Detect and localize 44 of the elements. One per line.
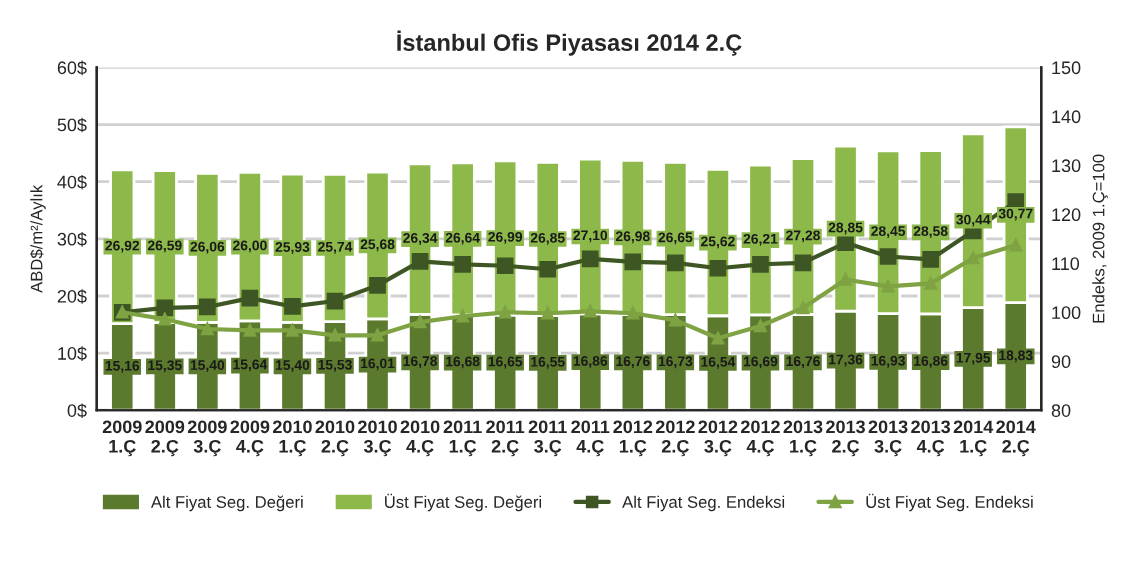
chart-title: İstanbul Ofis Piyasası 2014 2.Ç <box>397 30 742 56</box>
x-tick-label: 2011 1.Ç <box>443 420 482 457</box>
y2-tick-label: 150 <box>1052 61 1081 75</box>
x-tick-label: 2010 3.Ç <box>358 420 397 457</box>
y2-tick-label: 100 <box>1052 306 1081 320</box>
y2-axis-title: Endeks, 2009 1.Ç=100 <box>1092 154 1108 323</box>
y-axis-title: ABD$/m²/Aylık <box>29 184 46 293</box>
y2-tick-label: 130 <box>1052 159 1081 173</box>
x-tick-label: 2010 2.Ç <box>315 420 355 457</box>
x-tick-label: 2012 3.Ç <box>698 420 738 457</box>
y2-tick-label: 80 <box>1051 404 1071 417</box>
legend-label: Alt Fiyat Seg. Değeri <box>150 495 303 512</box>
x-tick-label: 2013 4.Ç <box>911 420 951 457</box>
x-tick-label: 2012 2.Ç <box>655 420 695 457</box>
x-tick-label: 2013 2.Ç <box>826 420 865 457</box>
x-tick-label: 2009 3.Ç <box>187 420 227 457</box>
x-tick-label: 2012 4.Ç <box>741 420 780 457</box>
x-tick-label: 2013 1.Ç <box>783 420 823 457</box>
x-tick-label: 2011 3.Ç <box>528 420 567 457</box>
y2-tick-label: 140 <box>1052 110 1081 124</box>
y-tick-label: 40$ <box>57 174 87 190</box>
x-tick-label: 2012 1.Ç <box>613 420 653 457</box>
y2-tick-label: 90 <box>1051 355 1071 369</box>
y-tick-label: 0$ <box>67 403 87 419</box>
x-tick-label: 2011 2.Ç <box>486 420 525 457</box>
x-tick-label: 2009 2.Ç <box>145 420 185 457</box>
x-tick-label: 2010 4.Ç <box>400 420 440 457</box>
legend-label: Üst Fiyat Seg. Endeksi <box>866 493 1033 512</box>
x-tick-label: 2013 3.Ç <box>868 420 908 457</box>
y-tick-label: 30$ <box>57 232 87 247</box>
y-tick-label: 10$ <box>58 346 87 361</box>
legend-label: Üst Fiyat Seg. Değeri <box>385 493 542 512</box>
x-tick-label: 2011 4.Ç <box>571 420 610 457</box>
y-tick-label: 60$ <box>57 60 87 76</box>
y-tick-label: 20$ <box>57 289 87 304</box>
y2-tick-label: 120 <box>1052 208 1081 222</box>
y-tick-label: 50$ <box>57 117 87 133</box>
x-tick-label: 2009 1.Ç <box>102 420 142 457</box>
x-tick-label: 2014 2.Ç <box>996 420 1036 457</box>
y2-tick-label: 110 <box>1052 257 1080 271</box>
legend-label: Alt Fiyat Seg. Endeksi <box>622 495 785 512</box>
x-tick-label: 2014 1.Ç <box>953 420 994 457</box>
x-tick-label: 2010 1.Ç <box>272 420 312 457</box>
x-tick-label: 2009 4.Ç <box>230 420 270 457</box>
